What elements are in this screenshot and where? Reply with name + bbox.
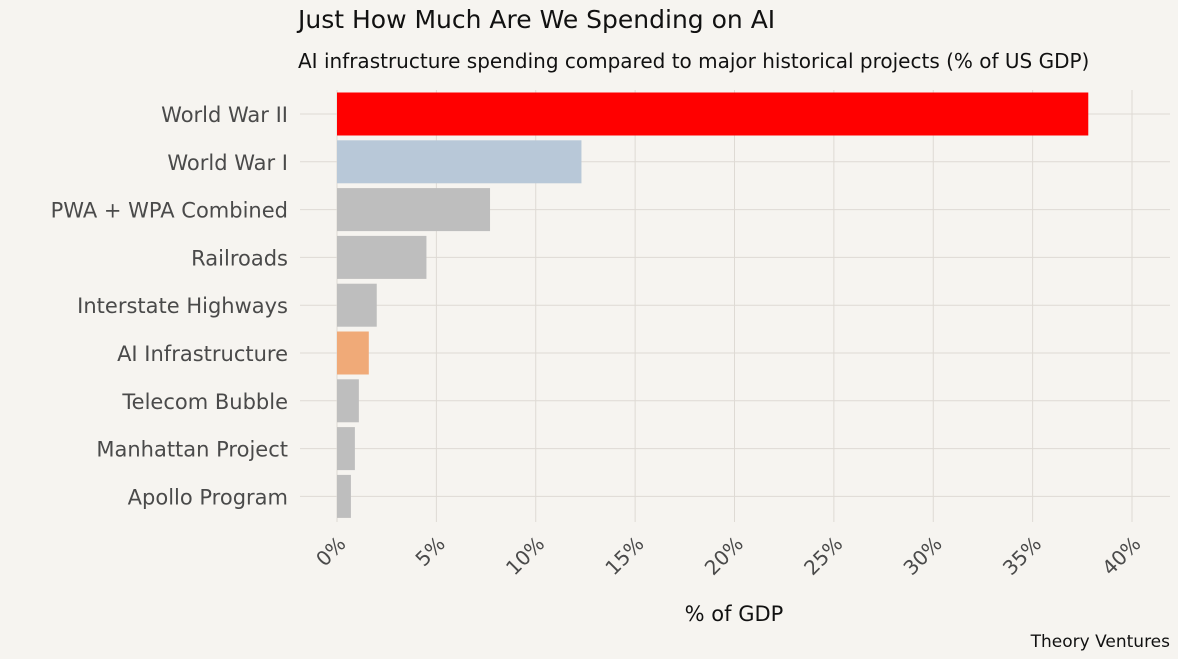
bar [337, 427, 355, 471]
category-label: Interstate Highways [77, 294, 288, 318]
chart-title: Just How Much Are We Spending on AI [296, 5, 775, 34]
bar [337, 379, 359, 423]
category-label: Telecom Bubble [121, 390, 288, 414]
bar [337, 331, 369, 375]
category-label: Manhattan Project [96, 438, 288, 462]
category-label: Apollo Program [128, 485, 288, 509]
category-label: PWA + WPA Combined [51, 199, 288, 223]
x-axis-title: % of GDP [685, 602, 784, 626]
bar [337, 474, 351, 518]
source-credit: Theory Ventures [1030, 632, 1171, 652]
bars-layer [337, 92, 1089, 518]
bar [337, 140, 582, 184]
category-label: World War II [161, 103, 288, 127]
category-label: AI Infrastructure [117, 342, 288, 366]
bar [337, 235, 427, 279]
y-axis-labels: World War II World War I PWA + WPA Combine… [51, 103, 288, 509]
bar [337, 92, 1089, 136]
bar [337, 188, 491, 232]
category-label: Railroads [191, 246, 288, 270]
bar [337, 283, 377, 327]
category-label: World War I [167, 151, 288, 175]
chart-subtitle: AI infrastructure spending compared to m… [298, 49, 1089, 73]
